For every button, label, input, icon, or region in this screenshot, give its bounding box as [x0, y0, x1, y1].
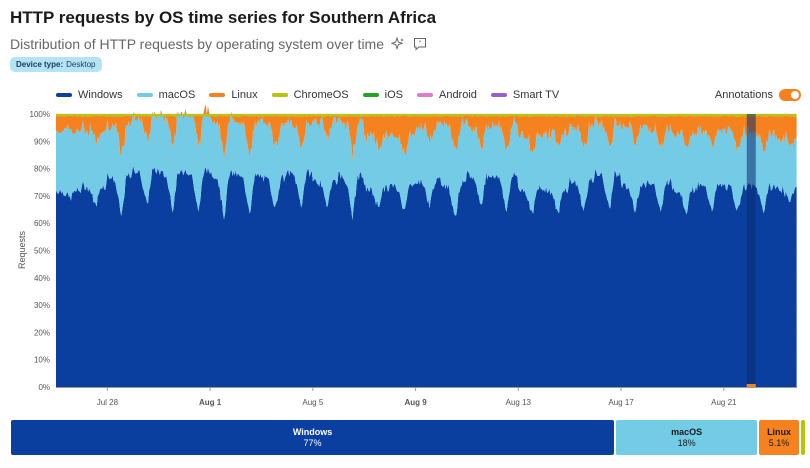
annotations-label: Annotations [714, 89, 773, 101]
y-tick-label: 100% [30, 110, 50, 119]
x-tick-label: Aug 13 [506, 398, 532, 407]
share-summary-bar: Windows 77% macOS 18% Linux 5.1% [11, 420, 805, 455]
area-macos[interactable] [56, 104, 797, 220]
legend-swatch [271, 93, 288, 97]
annotations-control: Annotations [715, 89, 801, 101]
y-ticks: 0% 10% 20% 30% 40% 50% 60% 70% 80% 90% 100% [30, 110, 50, 392]
area-chromeos[interactable] [56, 114, 797, 117]
legend-swatch [362, 93, 379, 97]
legend-item-linux[interactable]: Linux [209, 89, 258, 101]
sparkle-icon[interactable] [390, 36, 406, 52]
legend-swatch [209, 93, 226, 97]
y-tick-label: 20% [34, 328, 50, 337]
x-tick-label: Jul 28 [97, 398, 119, 407]
annotations-toggle[interactable] [779, 89, 801, 101]
y-tick-label: 70% [34, 192, 50, 201]
legend-swatch [490, 93, 507, 97]
legend-label: macOS [158, 89, 196, 101]
legend-item-ios[interactable]: iOS [362, 89, 403, 101]
legend-label: Smart TV [512, 89, 560, 101]
x-tick-label: Aug 9 [404, 398, 427, 407]
stacked-areas[interactable] [56, 104, 797, 387]
summary-name: Linux [767, 426, 792, 437]
area-linux[interactable] [56, 104, 797, 162]
quote-icon[interactable]: " [412, 36, 428, 52]
badge-key: Device type: [16, 60, 64, 69]
subtitle-row: Distribution of HTTP requests by operati… [10, 36, 428, 52]
legend-label: Linux [231, 89, 258, 101]
device-type-badge[interactable]: Device type: Desktop [10, 57, 102, 72]
svg-text:": " [419, 40, 422, 47]
legend-item-smart-tv[interactable]: Smart TV [490, 89, 560, 101]
chart-svg: 0% 10% 20% 30% 40% 50% 60% 70% 80% 90% 100% Jul 28… [30, 104, 797, 407]
x-tick-label: Aug 1 [199, 398, 222, 407]
legend-swatch [136, 93, 153, 97]
chart-legend: Windows macOS Linux ChromeOS iOS Android… [56, 89, 559, 101]
chart-title: HTTP requests by OS time series for Sout… [10, 8, 437, 27]
annotation-marker [746, 384, 756, 387]
summary-value: 77% [303, 437, 322, 448]
y-tick-label: 30% [34, 301, 50, 310]
y-tick-label: 0% [38, 383, 50, 392]
x-tick-label: Aug 21 [711, 398, 737, 407]
summary-value: 18% [677, 437, 696, 448]
legend-item-macos[interactable]: macOS [136, 89, 196, 101]
chart-subtitle: Distribution of HTTP requests by operati… [10, 36, 385, 52]
y-tick-label: 50% [34, 247, 50, 256]
legend-item-chromeos[interactable]: ChromeOS [271, 89, 349, 101]
badge-value: Desktop [66, 60, 96, 69]
legend-label: Windows [78, 89, 123, 101]
x-ticks: Jul 28 Aug 1 Aug 5 Aug 9 Aug 13 Aug 17 Aug 21 [56, 387, 797, 407]
summary-segment-windows[interactable]: Windows 77% [11, 420, 615, 455]
legend-swatch [416, 93, 433, 97]
x-tick-label: Aug 5 [302, 398, 323, 407]
y-tick-label: 40% [34, 274, 50, 283]
annotation-highlight[interactable] [746, 114, 756, 387]
summary-value: 5.1% [768, 437, 790, 448]
legend-swatch [56, 93, 72, 97]
legend-label: iOS [384, 89, 403, 101]
area-windows[interactable] [56, 165, 797, 387]
legend-item-android[interactable]: Android [416, 89, 477, 101]
legend-label: ChromeOS [293, 89, 349, 101]
annotation-band [746, 114, 756, 387]
summary-segment-chromeos[interactable] [801, 420, 805, 455]
toggle-knob [791, 91, 799, 99]
y-tick-label: 60% [34, 219, 50, 228]
y-tick-label: 90% [34, 137, 50, 146]
summary-segment-macos[interactable]: macOS 18% [616, 420, 758, 455]
x-tick-label: Aug 17 [608, 398, 634, 407]
y-tick-label: 10% [34, 356, 50, 365]
summary-name: macOS [671, 426, 703, 437]
legend-item-windows[interactable]: Windows [56, 89, 123, 101]
summary-name: Windows [292, 426, 333, 437]
summary-segment-linux[interactable]: Linux 5.1% [759, 420, 800, 455]
legend-label: Android [438, 89, 477, 101]
y-tick-label: 80% [34, 165, 50, 174]
